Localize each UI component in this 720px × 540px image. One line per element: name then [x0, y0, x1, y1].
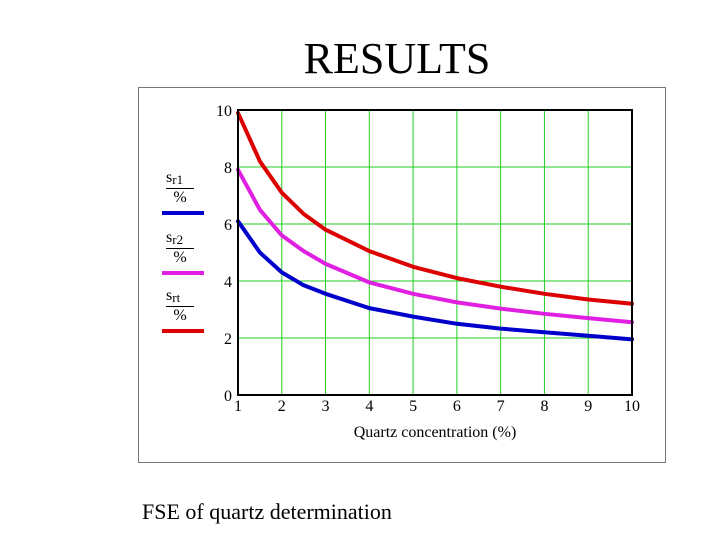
y-tick-label: 6 [224, 217, 232, 234]
legend-swatch-r2 [162, 271, 204, 275]
plot-area-border [237, 109, 633, 396]
series-line-0 [236, 219, 634, 342]
legend-item-r2: sr2 % [162, 230, 204, 275]
x-axis-label: Quartz concentration (%) [354, 424, 517, 441]
x-tick-label: 7 [497, 398, 505, 415]
legend-swatch-r1 [162, 211, 204, 215]
y-tick-label: 10 [216, 103, 232, 120]
legend-subscript: r1 [172, 172, 184, 187]
legend-unit: % [166, 306, 194, 325]
y-tick-label: 4 [224, 274, 232, 291]
x-tick-label: 9 [584, 398, 592, 415]
legend-swatch-rt [162, 329, 204, 333]
legend-item-rt: srt % [162, 288, 204, 333]
legend-symbol: s [166, 229, 173, 246]
y-tick-label: 2 [224, 331, 232, 348]
x-tick-label: 2 [278, 398, 286, 415]
legend-symbol: s [166, 287, 173, 304]
series-line-2 [236, 110, 634, 306]
x-tick-label: 5 [409, 398, 417, 415]
legend-item-r1: sr1 % [162, 170, 204, 215]
legend-subscript: rt [172, 290, 181, 305]
x-tick-label: 10 [624, 398, 640, 415]
x-tick-label: 8 [540, 398, 548, 415]
legend-subscript: r2 [172, 232, 184, 247]
legend-unit: % [166, 248, 194, 267]
legend-unit: % [166, 188, 194, 207]
slide-caption: FSE of quartz determination [142, 499, 392, 524]
y-tick-label: 8 [224, 160, 232, 177]
y-tick-label: 0 [224, 388, 232, 405]
legend-symbol: s [166, 169, 173, 186]
x-tick-label: 6 [453, 398, 461, 415]
x-tick-label: 4 [365, 398, 373, 415]
slide-title: RESULTS [303, 34, 491, 83]
x-tick-label: 3 [322, 398, 330, 415]
x-tick-label: 1 [234, 398, 242, 415]
chart-frame [138, 87, 666, 463]
series-line-1 [236, 167, 634, 325]
